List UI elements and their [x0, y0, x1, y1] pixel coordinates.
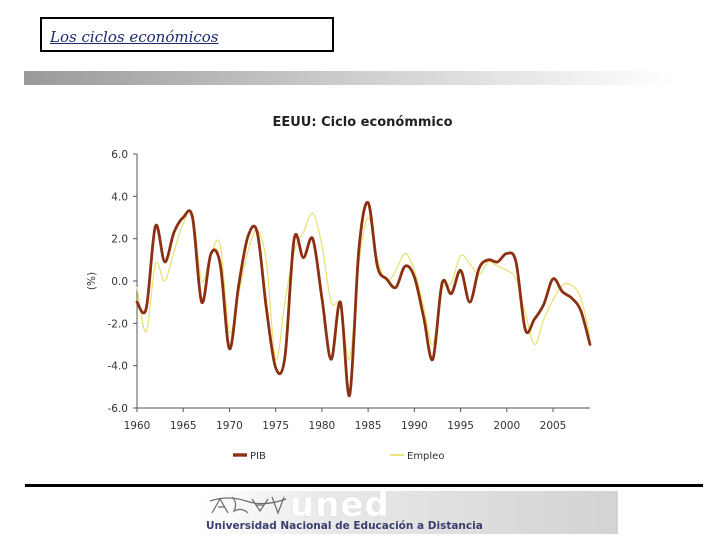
x-tick-label: 1985 [355, 420, 382, 432]
y-tick-label: -2.0 [108, 318, 129, 330]
y-tick-label: 0.0 [111, 276, 128, 288]
x-tick-label: 1995 [447, 420, 474, 432]
y-tick-label: -4.0 [108, 361, 129, 373]
legend-label-pib: PIB [250, 451, 266, 462]
x-tick-label: 2000 [493, 420, 520, 432]
slide-title-box: Los ciclos económicos [40, 17, 334, 52]
header-gradient-bar [24, 71, 674, 85]
y-tick-label: -6.0 [108, 403, 129, 415]
series-line-pib [135, 201, 592, 397]
line-chart: 6.0 4.0 2.0 0.0 -2.0 -4.0 -6.0 1960 1965 1970 1975… [86, 149, 592, 462]
y-tick-label: 6.0 [111, 149, 128, 161]
legend-label-empleo: Empleo [407, 451, 444, 462]
logo-word: uned [290, 491, 390, 525]
slide-title: Los ciclos económicos [50, 28, 219, 46]
x-tick-label: 1960 [124, 420, 151, 432]
y-tick-label: 4.0 [111, 191, 128, 203]
x-tick-label: 2005 [540, 420, 567, 432]
chart-title: EEUU: Ciclo económmico [272, 115, 453, 130]
x-tick-label: 1970 [216, 420, 243, 432]
logo-mark-icon [209, 496, 287, 515]
x-tick-label: 1990 [401, 420, 428, 432]
y-axis-label: (%) [86, 272, 98, 290]
x-tick-label: 1980 [309, 420, 336, 432]
logo-subtitle: Universidad Nacional de Educación a Dist… [206, 520, 483, 532]
y-tick-label: 2.0 [111, 234, 128, 246]
uned-logo: uned Universidad Nacional de Educación a… [200, 491, 618, 534]
x-tick-label: 1965 [170, 420, 197, 432]
x-tick-label: 1975 [262, 420, 289, 432]
footer-divider [25, 484, 703, 487]
